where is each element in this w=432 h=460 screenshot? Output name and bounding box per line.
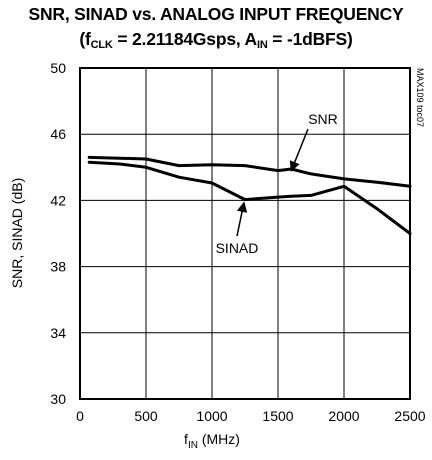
chart-title: SNR, SINAD vs. ANALOG INPUT FREQUENCY — [28, 4, 404, 24]
x-tick-label: 2000 — [328, 408, 359, 424]
y-axis-label: SNR, SINAD (dB) — [9, 178, 25, 288]
annotation-sinad-label: SINAD — [216, 240, 259, 256]
series-line-snr — [87, 155, 412, 188]
chart-subtitle: (fCLK = 2.21184Gsps, AIN = -1dBFS) — [79, 29, 353, 51]
x-tick-label: 1500 — [262, 408, 293, 424]
y-tick-label: 34 — [50, 325, 66, 341]
tick-labels: 0 500 1000 1500 2000 2500 30 34 38 42 46 50 — [50, 60, 425, 424]
y-tick-label: 38 — [50, 259, 66, 275]
x-tick-label: 1000 — [196, 408, 227, 424]
x-axis-label: fIN (MHz) — [184, 431, 240, 451]
plot-frame — [79, 67, 411, 400]
x-tick-label: 2500 — [394, 408, 425, 424]
x-tick-label: 0 — [76, 408, 84, 424]
series-lines — [87, 155, 412, 235]
watermark: MAX109 toc07 — [415, 68, 425, 127]
y-tick-label: 42 — [50, 192, 66, 208]
grid-lines — [80, 68, 410, 399]
y-tick-label: 46 — [50, 126, 66, 142]
annotation-snr-arrow — [289, 128, 309, 172]
x-tick-label: 500 — [134, 408, 158, 424]
annotations: SNR SINAD — [216, 111, 338, 256]
y-tick-label: 30 — [50, 391, 66, 407]
y-tick-label: 50 — [50, 60, 66, 76]
annotation-snr-label: SNR — [308, 111, 338, 127]
annotation-sinad-arrow — [236, 201, 248, 237]
series-line-sinad — [87, 160, 412, 235]
